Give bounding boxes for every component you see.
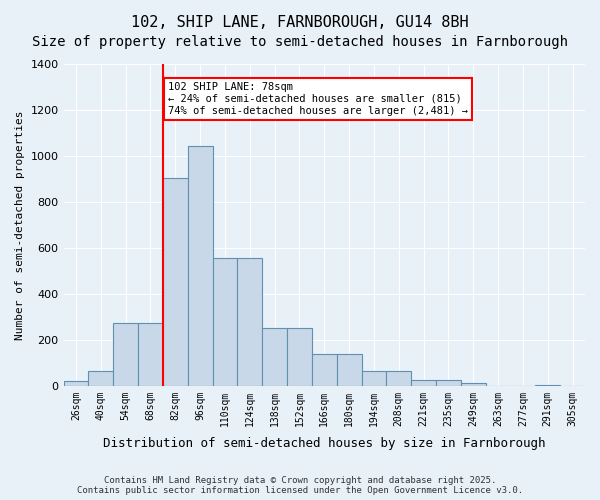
Text: Size of property relative to semi-detached houses in Farnborough: Size of property relative to semi-detach… bbox=[32, 35, 568, 49]
Bar bbox=[64, 381, 88, 386]
Bar bbox=[88, 371, 113, 386]
Bar bbox=[436, 380, 461, 386]
Bar bbox=[312, 354, 337, 386]
Text: Contains HM Land Registry data © Crown copyright and database right 2025.
Contai: Contains HM Land Registry data © Crown c… bbox=[77, 476, 523, 495]
Bar bbox=[461, 384, 485, 386]
X-axis label: Distribution of semi-detached houses by size in Farnborough: Distribution of semi-detached houses by … bbox=[103, 437, 545, 450]
Bar bbox=[337, 354, 362, 386]
Bar bbox=[386, 371, 411, 386]
Y-axis label: Number of semi-detached properties: Number of semi-detached properties bbox=[15, 110, 25, 340]
Bar bbox=[411, 380, 436, 386]
Text: 102, SHIP LANE, FARNBOROUGH, GU14 8BH: 102, SHIP LANE, FARNBOROUGH, GU14 8BH bbox=[131, 15, 469, 30]
Bar bbox=[188, 146, 212, 386]
Bar bbox=[238, 258, 262, 386]
Bar bbox=[113, 322, 138, 386]
Bar bbox=[262, 328, 287, 386]
Text: 102 SHIP LANE: 78sqm
← 24% of semi-detached houses are smaller (815)
74% of semi: 102 SHIP LANE: 78sqm ← 24% of semi-detac… bbox=[168, 82, 468, 116]
Bar bbox=[535, 384, 560, 386]
Bar bbox=[287, 328, 312, 386]
Bar bbox=[212, 258, 238, 386]
Bar bbox=[163, 178, 188, 386]
Bar bbox=[138, 322, 163, 386]
Bar bbox=[362, 371, 386, 386]
